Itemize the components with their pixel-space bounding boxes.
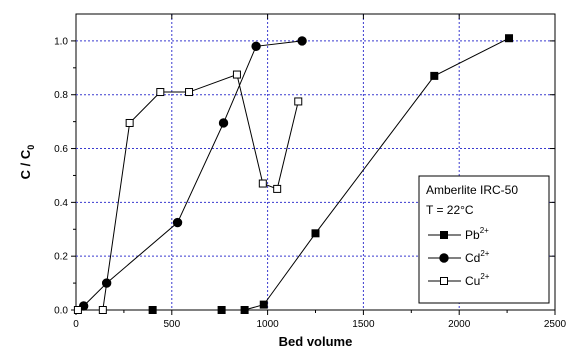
y-tick-label: 0.6	[54, 144, 68, 155]
y-tick: 0.4	[54, 174, 555, 209]
data-point-pb	[240, 306, 249, 314]
data-point-pb	[259, 300, 268, 309]
data-point-cu	[73, 306, 82, 314]
legend-label-name: Cu	[465, 274, 480, 288]
legend-title-line-1: Amberlite IRC-50	[426, 183, 518, 197]
y-axis-label-main: C / C	[18, 149, 33, 179]
x-tick-label: 500	[163, 319, 180, 330]
data-point-pb	[505, 34, 514, 43]
data-point-pb	[430, 71, 439, 80]
y-tick-label: 0.2	[54, 252, 68, 263]
series-layer	[73, 34, 514, 314]
data-point-cd	[172, 217, 183, 228]
legend-entry-pb: Pb2+	[428, 226, 489, 242]
legend: Amberlite IRC-50 T = 22°C Pb2+Cd2+Cu2+	[418, 175, 550, 304]
legend-marker	[439, 253, 449, 263]
x-tick: 2500	[544, 14, 567, 330]
legend-title-line-2: T = 22°C	[426, 203, 474, 217]
data-point-cu	[125, 118, 134, 127]
y-tick: 1.0	[54, 36, 555, 47]
x-axis-label: Bed volume	[279, 334, 353, 349]
data-point-cd	[297, 36, 307, 46]
x-axis-ticks: 0 500 1000 1500 2000 2500	[73, 14, 567, 330]
legend-label-superscript: 2+	[480, 249, 489, 258]
legend-label-name: Pb	[465, 228, 480, 242]
series-line-cu	[77, 73, 299, 311]
x-tick-label: 1500	[352, 319, 375, 330]
data-point-cu	[273, 184, 282, 193]
data-point-cu	[294, 97, 303, 106]
y-tick: 0.2	[54, 228, 555, 263]
data-point-cu	[232, 70, 241, 79]
legend-marker	[440, 277, 448, 285]
legend-entries: Pb2+Cd2+Cu2+	[428, 226, 490, 288]
y-tick-label: 0.4	[54, 198, 68, 209]
x-tick: 1500	[352, 14, 412, 330]
x-tick-label: 2000	[448, 319, 471, 330]
data-point-pb	[217, 306, 226, 314]
series-pb	[148, 34, 514, 314]
y-axis-label: C / C0	[18, 145, 36, 180]
x-tick-label: 2500	[544, 319, 567, 330]
y-tick-label: 0.0	[54, 306, 68, 317]
x-tick: 0	[73, 14, 125, 330]
legend-marker	[440, 231, 448, 239]
series-cu	[73, 70, 303, 314]
data-point-cd	[218, 118, 229, 128]
x-tick-label: 0	[73, 319, 79, 330]
data-point-cu	[258, 179, 267, 188]
data-point-pb	[148, 306, 157, 314]
legend-label-superscript: 2+	[480, 272, 489, 281]
data-point-cu	[156, 88, 165, 97]
legend-label-superscript: 2+	[480, 226, 489, 235]
y-tick-label: 1.0	[54, 36, 68, 47]
legend-entry-cd: Cd2+	[428, 249, 490, 265]
legend-entry-cu: Cu2+	[428, 272, 490, 288]
x-tick: 2000	[448, 14, 508, 330]
data-point-cd	[251, 41, 261, 51]
x-tick-label: 1000	[256, 319, 279, 330]
legend-label: Cd2+	[465, 249, 490, 265]
legend-label: Pb2+	[465, 226, 489, 242]
legend-label: Cu2+	[465, 272, 490, 288]
data-point-pb	[311, 229, 320, 238]
y-tick: 0.8	[54, 67, 555, 101]
legend-label-name: Cd	[465, 251, 480, 265]
y-tick-label: 0.8	[54, 90, 68, 101]
series-cd	[78, 36, 307, 311]
y-tick: 0.6	[54, 121, 555, 155]
y-axis-ticks: 0.0 0.2 0.4 0.6 0.8 1.0	[54, 36, 555, 317]
data-point-cu	[98, 306, 107, 314]
data-point-cu	[185, 88, 194, 97]
x-tick: 1000	[256, 14, 316, 330]
series-line-cd	[83, 40, 303, 307]
y-axis-label-subscript: 0	[26, 145, 36, 150]
